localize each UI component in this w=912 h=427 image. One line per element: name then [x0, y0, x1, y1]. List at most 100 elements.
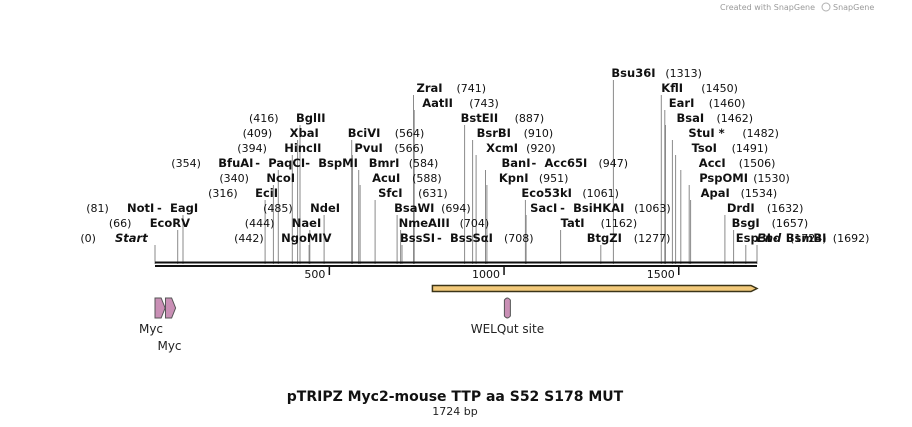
site-number: (741) [457, 82, 487, 95]
site-bsai[interactable]: BsaI (1462) [677, 111, 754, 125]
sequence-axis: 500 1000 1500 [155, 261, 757, 281]
feature-myc1[interactable] [154, 297, 166, 319]
site-ndei[interactable]: (485) NdeI [263, 201, 340, 215]
enzyme-name: KpnI [499, 171, 529, 185]
enzyme-name: XbaI [290, 126, 319, 140]
site-labels: (0) Start(66) EcoRV(81) NotI - EagI (442) NgoMI… [80, 66, 869, 245]
site-sfci[interactable]: SfcI (631) [378, 186, 448, 200]
site-bmri[interactable]: BmrI (584) [369, 156, 439, 170]
enzyme-name: BssSαI [450, 231, 493, 245]
site-number: (631) [418, 187, 448, 200]
site-esp3i[interactable]: Esp3I - BsmBI (1692) [736, 231, 870, 245]
site-kfli[interactable]: KflI (1450) [661, 81, 738, 95]
site-acci[interactable]: AccI (1506) [699, 156, 776, 170]
site-bsrbi[interactable]: BsrBI (910) [477, 126, 554, 140]
site-bfuai[interactable]: (354) BfuAI - PaqCI - BspMI [171, 156, 358, 170]
site-pvui[interactable]: PvuI (566) [354, 141, 424, 155]
site-number: (1692) [833, 232, 870, 245]
site-end[interactable]: End (1724) [757, 231, 827, 245]
site-zrai[interactable]: ZraI (741) [417, 81, 487, 95]
site-separator: - [255, 156, 260, 170]
feature-label-myc2: Myc [157, 339, 181, 353]
enzyme-name: NmeAIII [399, 216, 450, 230]
snapgene-logo-icon [821, 2, 831, 12]
site-number: (1530) [753, 172, 790, 185]
enzyme-name: BciVI [348, 126, 381, 140]
site-ecorv[interactable]: (66) EcoRV [109, 216, 190, 230]
site-eco53ki[interactable]: Eco53kI (1061) [521, 186, 619, 200]
site-number: (1491) [732, 142, 769, 155]
feature-myc2[interactable] [164, 297, 177, 319]
features: Myc Myc WELQut site [139, 284, 759, 353]
site-xcmi[interactable]: XcmI (920) [486, 141, 556, 155]
site-bani[interactable]: BanI - Acc65I (947) [502, 156, 629, 170]
feature-label-welqut: WELQut site [471, 322, 544, 336]
site-apai[interactable]: ApaI (1534) [701, 186, 778, 200]
enzyme-name: ZraI [417, 81, 443, 95]
site-number: (951) [539, 172, 569, 185]
axis-tick-label: 500 [304, 268, 325, 281]
site-separator: - [437, 231, 442, 245]
site-bsu36i[interactable]: Bsu36I (1313) [611, 66, 702, 80]
brand-text: SnapGene [833, 3, 874, 12]
site-number: (1724) [790, 232, 827, 245]
enzyme-name: BstEII [461, 111, 499, 125]
enzyme-name: Esp3I [736, 231, 771, 245]
feature-welqut[interactable] [503, 297, 511, 319]
enzyme-name: AatII [422, 96, 453, 110]
site-noti[interactable]: (81) NotI - EagI [86, 201, 198, 215]
enzyme-name: PspOMI [699, 171, 748, 185]
site-bsssi[interactable]: BssSI - BssSαI (708) [400, 231, 534, 245]
site-number: (1460) [709, 97, 746, 110]
site-hincii[interactable]: (394) HincII [237, 141, 321, 155]
site-separator: - [305, 156, 310, 170]
map-title: pTRIPZ Myc2-mouse TTP aa S52 S178 MUT [287, 389, 624, 405]
site-naei[interactable]: (444) NaeI [245, 216, 321, 230]
site-xbai[interactable]: (409) XbaI [243, 126, 319, 140]
site-stui[interactable]: StuI * (1482) [688, 126, 779, 140]
site-aatii[interactable]: AatII (743) [422, 96, 499, 110]
site-tati[interactable]: TatI (1162) [561, 216, 638, 230]
site-nmeaiii[interactable]: NmeAIII (704) [399, 216, 490, 230]
site-number: (1462) [717, 112, 754, 125]
enzyme-name: BtgZI [587, 231, 622, 245]
site-number: (394) [237, 142, 267, 155]
orf-arrow[interactable] [431, 284, 759, 293]
site-pspomi[interactable]: PspOMI (1530) [699, 171, 790, 185]
site-btgzi[interactable]: BtgZI (1277) [587, 231, 671, 245]
site-tsoi[interactable]: TsoI (1491) [692, 141, 769, 155]
enzyme-name: NdeI [310, 201, 340, 215]
site-ecii[interactable]: (316) EciI [208, 186, 278, 200]
site-bsawi[interactable]: BsaWI (694) [394, 201, 471, 215]
site-bglii[interactable]: (416) BglII [249, 111, 326, 125]
site-eari[interactable]: EarI (1460) [669, 96, 746, 110]
site-acui[interactable]: AcuI (588) [372, 171, 442, 185]
site-number: (340) [219, 172, 249, 185]
site-number: (416) [249, 112, 279, 125]
site-ngomiv[interactable]: (442) NgoMIV [234, 231, 331, 245]
site-bcivi[interactable]: BciVI (564) [348, 126, 425, 140]
site-number: (1534) [741, 187, 778, 200]
site-ncoi[interactable]: (340) NcoI [219, 171, 295, 185]
site-bsteii[interactable]: BstEII (887) [461, 111, 545, 125]
site-number: (66) [109, 217, 132, 230]
enzyme-name: BmrI [369, 156, 400, 170]
enzyme-name: BsmBI [786, 231, 827, 245]
site-separator: - [532, 156, 537, 170]
site-number: (1482) [742, 127, 779, 140]
axis-tick-label: 1000 [472, 268, 500, 281]
site-saci[interactable]: SacI - BsiHKAI (1063) [530, 201, 671, 215]
enzyme-name: BsiHKAI [573, 201, 624, 215]
enzyme-name: PvuI [354, 141, 382, 155]
site-lines [154, 80, 758, 264]
site-separator: - [560, 201, 565, 215]
site-bsgi[interactable]: BsgI (1657) [732, 216, 809, 230]
enzyme-name: KflI [661, 81, 683, 95]
site-number: (910) [524, 127, 554, 140]
site-drdi[interactable]: DrdI (1632) [727, 201, 804, 215]
site-start[interactable]: (0) Start [80, 231, 148, 245]
enzyme-name: ApaI [701, 186, 730, 200]
enzyme-name: SfcI [378, 186, 402, 200]
site-kpni[interactable]: KpnI (951) [499, 171, 569, 185]
